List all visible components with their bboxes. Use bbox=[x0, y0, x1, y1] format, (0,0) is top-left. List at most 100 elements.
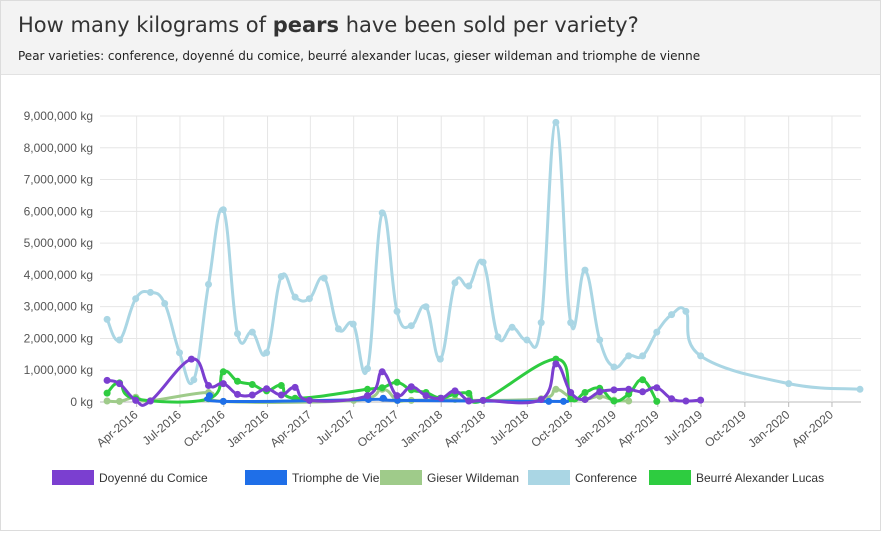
data-point[interactable] bbox=[219, 397, 227, 405]
data-point[interactable] bbox=[494, 333, 502, 341]
data-point[interactable] bbox=[291, 383, 299, 391]
data-point[interactable] bbox=[567, 395, 575, 403]
data-point[interactable] bbox=[277, 391, 285, 399]
data-point[interactable] bbox=[407, 322, 415, 330]
data-point[interactable] bbox=[248, 328, 256, 336]
data-point[interactable] bbox=[697, 352, 705, 360]
data-point[interactable] bbox=[537, 319, 545, 327]
data-point[interactable] bbox=[451, 387, 459, 395]
data-point[interactable] bbox=[291, 293, 299, 301]
data-point[interactable] bbox=[625, 390, 633, 398]
data-point[interactable] bbox=[190, 376, 198, 384]
data-point[interactable] bbox=[682, 397, 690, 405]
data-point[interactable] bbox=[639, 388, 647, 396]
data-point[interactable] bbox=[305, 396, 313, 404]
data-point[interactable] bbox=[103, 376, 111, 384]
data-point[interactable] bbox=[479, 396, 487, 404]
data-point[interactable] bbox=[364, 385, 371, 393]
data-point[interactable] bbox=[581, 389, 589, 396]
data-point[interactable] bbox=[116, 380, 123, 388]
data-point[interactable] bbox=[465, 389, 473, 397]
data-point[interactable] bbox=[132, 295, 140, 303]
data-point[interactable] bbox=[785, 380, 793, 388]
data-point[interactable] bbox=[653, 397, 661, 405]
data-point[interactable] bbox=[393, 392, 401, 400]
data-point[interactable] bbox=[132, 396, 140, 404]
data-point[interactable] bbox=[206, 392, 213, 400]
data-point[interactable] bbox=[205, 280, 212, 288]
data-point[interactable] bbox=[552, 360, 560, 368]
data-point[interactable] bbox=[567, 319, 575, 327]
data-point[interactable] bbox=[436, 355, 444, 363]
data-point[interactable] bbox=[379, 394, 387, 402]
data-point[interactable] bbox=[625, 352, 633, 360]
data-point[interactable] bbox=[552, 118, 560, 126]
data-point[interactable] bbox=[364, 392, 371, 400]
data-point[interactable] bbox=[479, 258, 487, 266]
data-point[interactable] bbox=[581, 266, 589, 274]
legend-item[interactable]: Triomphe de Vienne bbox=[245, 470, 400, 485]
data-point[interactable] bbox=[610, 397, 618, 405]
data-point[interactable] bbox=[437, 394, 445, 402]
data-point[interactable] bbox=[639, 376, 647, 384]
data-point[interactable] bbox=[393, 378, 401, 386]
data-point[interactable] bbox=[625, 397, 633, 405]
data-point[interactable] bbox=[653, 384, 661, 392]
data-point[interactable] bbox=[205, 382, 212, 389]
data-point[interactable] bbox=[393, 307, 401, 315]
data-point[interactable] bbox=[277, 382, 285, 389]
data-point[interactable] bbox=[625, 385, 633, 393]
data-point[interactable] bbox=[653, 328, 661, 336]
data-point[interactable] bbox=[552, 385, 560, 393]
data-point[interactable] bbox=[668, 311, 676, 319]
data-point[interactable] bbox=[856, 385, 864, 393]
data-point[interactable] bbox=[248, 381, 256, 388]
data-point[interactable] bbox=[116, 336, 123, 344]
data-point[interactable] bbox=[596, 388, 604, 396]
data-point[interactable] bbox=[277, 273, 285, 280]
legend-item[interactable]: Conference bbox=[528, 470, 637, 485]
data-point[interactable] bbox=[349, 320, 357, 328]
data-point[interactable] bbox=[581, 396, 589, 403]
data-point[interactable] bbox=[103, 397, 111, 405]
data-point[interactable] bbox=[305, 295, 313, 303]
data-point[interactable] bbox=[422, 303, 430, 311]
data-point[interactable] bbox=[552, 355, 560, 363]
data-point[interactable] bbox=[263, 349, 271, 357]
data-point[interactable] bbox=[537, 396, 545, 403]
data-point[interactable] bbox=[176, 349, 183, 357]
data-point[interactable] bbox=[116, 397, 123, 405]
data-point[interactable] bbox=[610, 386, 618, 394]
data-point[interactable] bbox=[465, 282, 473, 290]
data-point[interactable] bbox=[639, 352, 647, 360]
legend-item[interactable]: Doyenné du Comice bbox=[52, 470, 208, 485]
data-point[interactable] bbox=[334, 325, 342, 333]
data-point[interactable] bbox=[523, 336, 531, 344]
data-point[interactable] bbox=[567, 389, 575, 396]
data-point[interactable] bbox=[378, 368, 386, 376]
data-point[interactable] bbox=[146, 397, 154, 405]
data-point[interactable] bbox=[378, 384, 386, 392]
data-point[interactable] bbox=[161, 300, 169, 307]
data-point[interactable] bbox=[219, 380, 227, 388]
data-point[interactable] bbox=[407, 383, 415, 391]
data-point[interactable] bbox=[545, 397, 553, 405]
data-point[interactable] bbox=[234, 330, 241, 338]
data-point[interactable] bbox=[682, 307, 690, 315]
data-point[interactable] bbox=[610, 363, 618, 371]
data-point[interactable] bbox=[560, 397, 567, 405]
data-point[interactable] bbox=[187, 355, 195, 363]
data-point[interactable] bbox=[668, 395, 676, 403]
data-point[interactable] bbox=[103, 389, 111, 397]
legend-item[interactable]: Beurré Alexander Lucas bbox=[649, 470, 824, 485]
data-point[interactable] bbox=[697, 396, 705, 404]
data-point[interactable] bbox=[378, 209, 386, 217]
data-point[interactable] bbox=[219, 368, 227, 376]
data-point[interactable] bbox=[146, 288, 154, 296]
data-point[interactable] bbox=[451, 279, 459, 287]
data-point[interactable] bbox=[596, 336, 604, 344]
data-point[interactable] bbox=[234, 390, 241, 398]
data-point[interactable] bbox=[263, 385, 271, 393]
data-point[interactable] bbox=[234, 377, 241, 385]
data-point[interactable] bbox=[248, 391, 256, 399]
